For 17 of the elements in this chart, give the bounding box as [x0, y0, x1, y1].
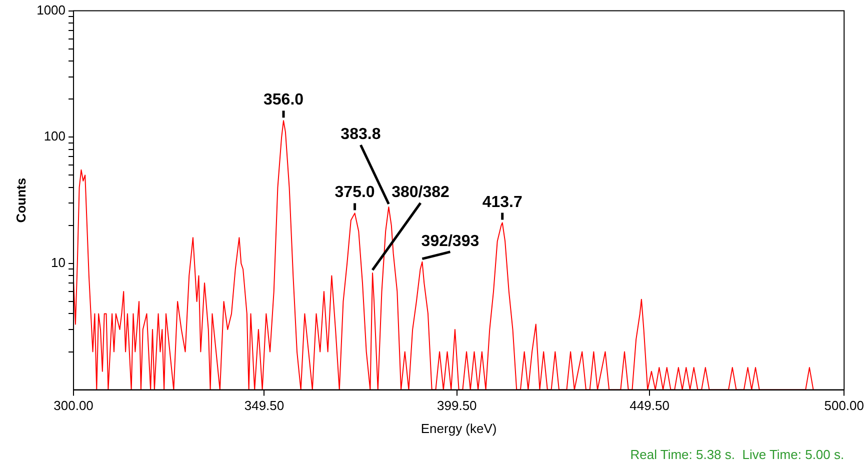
text: Real Time: 5.38 s. Live Time: 5.00 s. [630, 447, 844, 462]
x-tick-label: 349.50 [244, 398, 284, 414]
annotation: 383.8 [340, 126, 381, 143]
x-tick-label: 500.00 [824, 398, 864, 414]
x-tick-label: 399.50 [437, 398, 477, 414]
x-tick-label: 300.00 [54, 398, 94, 414]
annotation: 380/382 [392, 184, 450, 202]
x-tick-label: 449.50 [630, 398, 670, 414]
y-tick-label: 10 [51, 255, 66, 270]
annotation: 375.0 [334, 184, 375, 202]
y-tick-label: 1000 [36, 2, 66, 18]
annotation: 392/393 [421, 232, 480, 250]
annotation: 413.7 [482, 194, 522, 211]
y-tick-label: 100 [44, 128, 66, 144]
x-axis-title: Energy (keV) [420, 420, 497, 436]
y-axis-title: Counts [13, 178, 28, 223]
annotation: 356.0 [263, 92, 304, 109]
